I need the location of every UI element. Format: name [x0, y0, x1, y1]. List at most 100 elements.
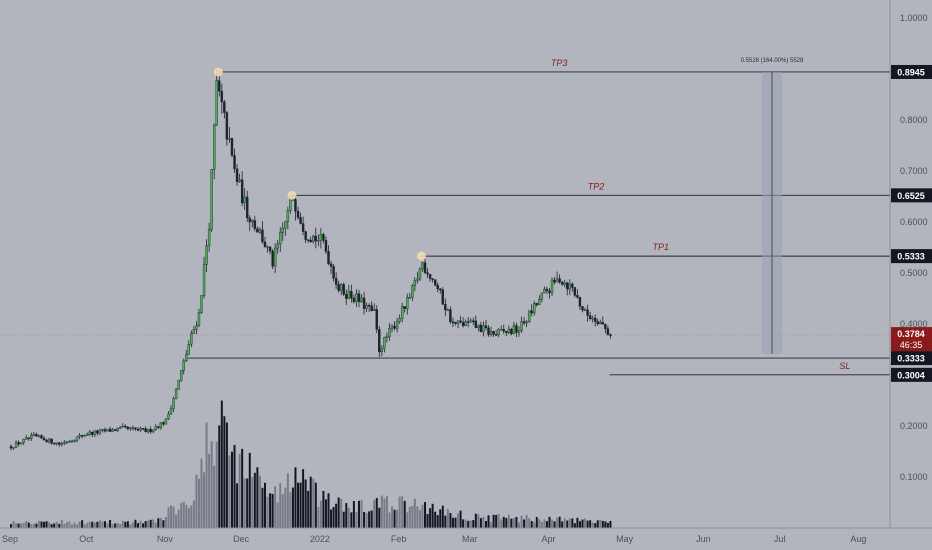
y-tick-label: 0.2000	[900, 421, 928, 431]
volume-bar	[490, 522, 493, 528]
candle	[27, 437, 30, 439]
volume-bar	[451, 517, 454, 528]
volume-bar	[297, 482, 300, 528]
candle	[502, 329, 505, 332]
volume-bar	[157, 518, 160, 528]
candle	[167, 413, 170, 420]
volume-bar	[63, 523, 66, 528]
candle	[545, 288, 549, 291]
volume-bar	[418, 510, 421, 528]
highlight-point	[416, 251, 426, 261]
candle	[525, 321, 528, 324]
candle	[578, 297, 582, 307]
candle	[563, 282, 566, 285]
candle	[263, 241, 267, 248]
candle	[124, 425, 127, 428]
volume-bar	[350, 512, 353, 528]
candle	[609, 334, 612, 336]
volume-bar	[25, 521, 28, 528]
volume-bar	[264, 482, 266, 528]
volume-bar	[197, 478, 200, 528]
volume-bar	[551, 519, 554, 528]
candle	[393, 325, 396, 329]
candle	[111, 429, 114, 432]
volume-bar	[119, 524, 122, 528]
candle	[172, 398, 175, 409]
volume-bar	[205, 422, 208, 528]
volume-layer	[10, 400, 612, 528]
candle	[507, 328, 511, 333]
candle	[489, 331, 493, 335]
candle	[370, 305, 373, 311]
volume-bar	[484, 520, 487, 528]
volume-bar	[543, 519, 546, 528]
volume-bar	[482, 516, 485, 528]
measure-tool[interactable]: 0.5528 (164.00%) 5528	[741, 58, 804, 354]
volume-bar	[330, 509, 333, 528]
candle	[487, 327, 490, 335]
volume-bar	[236, 483, 239, 528]
candle	[129, 427, 132, 430]
volume-bar	[510, 518, 513, 528]
candle	[586, 309, 589, 316]
volume-bar	[65, 522, 68, 528]
volume-bar	[500, 519, 503, 528]
candle	[512, 325, 516, 334]
x-tick-label: Oct	[79, 534, 94, 544]
candle	[426, 272, 429, 275]
candle	[408, 297, 411, 299]
volume-bar	[266, 496, 269, 528]
volume-bar	[134, 519, 137, 528]
volume-bar	[584, 518, 587, 528]
candle	[571, 283, 574, 288]
candle	[314, 235, 317, 242]
candle	[388, 328, 391, 337]
volume-bar	[312, 478, 315, 528]
volume-bar	[342, 511, 345, 528]
volume-bar	[538, 519, 541, 528]
candle	[113, 429, 117, 431]
volume-bar	[408, 506, 411, 528]
level-label: SL	[839, 361, 850, 371]
volume-bar	[172, 506, 175, 528]
x-tick-label: Jul	[774, 534, 786, 544]
candle	[357, 293, 361, 302]
volume-bar	[228, 455, 231, 528]
volume-bar	[578, 521, 581, 528]
volume-bar	[98, 520, 101, 528]
volume-bar	[347, 507, 350, 528]
time-axis[interactable]: Sep Oct Nov Dec 2022 Feb Mar Apr May Jun Jul Aug	[2, 534, 866, 544]
volume-bar	[121, 520, 124, 528]
candle	[378, 329, 381, 353]
price-tag	[891, 367, 932, 382]
volume-bar	[37, 520, 40, 528]
candle	[573, 287, 577, 296]
candle	[459, 320, 462, 323]
volume-bar	[124, 521, 127, 528]
volume-bar	[195, 474, 198, 528]
candle	[68, 440, 71, 443]
volume-bar	[586, 520, 589, 528]
x-tick-label: Mar	[462, 534, 478, 544]
candle	[322, 234, 325, 241]
candle	[40, 435, 43, 439]
candle	[88, 431, 91, 435]
candle	[505, 331, 508, 333]
candle	[202, 264, 206, 296]
levels-layer[interactable]: TP3 TP2 TP1 SL	[187, 58, 890, 376]
candle	[497, 329, 500, 335]
price-tag-label: 0.3004	[897, 370, 925, 380]
volume-bar	[604, 521, 607, 528]
candle	[373, 309, 376, 311]
volume-bar	[111, 524, 114, 528]
volume-bar	[116, 522, 119, 528]
volume-bar	[93, 522, 96, 528]
candle	[441, 289, 444, 305]
volume-bar	[457, 513, 460, 528]
candle	[304, 231, 307, 240]
price-tag-label: 0.5333	[897, 252, 925, 262]
candle	[228, 138, 231, 140]
candle	[215, 80, 218, 126]
volume-bar	[187, 508, 190, 528]
